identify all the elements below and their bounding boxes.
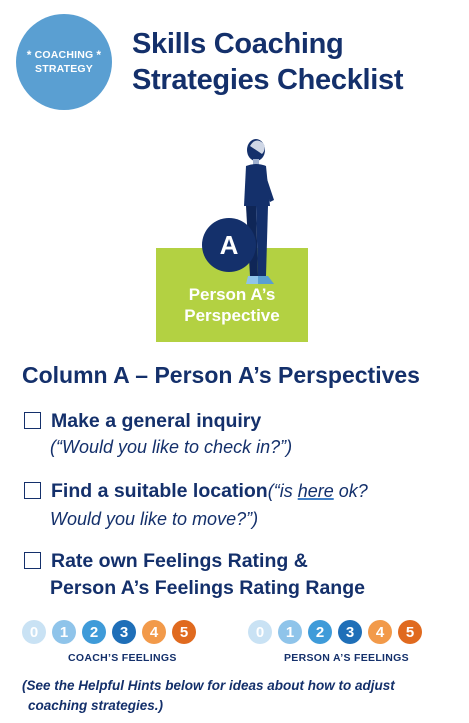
item-example-here: here bbox=[297, 481, 334, 501]
note-line-2: coaching strategies.) bbox=[28, 698, 164, 713]
column-heading: Column A – Person A’s Perspectives bbox=[22, 362, 420, 388]
item-title-line-2: Person A’s Feelings Rating Range bbox=[50, 577, 365, 599]
rating-4: 4 bbox=[368, 620, 392, 644]
perspective-label-line-2: Perspective bbox=[184, 306, 280, 325]
item-example-start: (“is bbox=[267, 481, 298, 501]
badge-line-2: STRATEGY bbox=[35, 63, 93, 75]
person-a-feelings-label: PERSON A’S FEELINGS bbox=[284, 652, 409, 664]
helpful-hints-note: (See the Helpful Hints below for ideas a… bbox=[22, 676, 442, 716]
rating-4: 4 bbox=[142, 620, 166, 644]
item-title: Make a general inquiry bbox=[51, 410, 262, 432]
title-line-1: Skills Coaching bbox=[132, 28, 344, 60]
checkbox[interactable] bbox=[24, 412, 41, 429]
note-line-1: (See the Helpful Hints below for ideas a… bbox=[22, 678, 395, 693]
item-example-line-2: Would you like to move?”) bbox=[50, 509, 259, 529]
person-a-feelings-scale: 0 1 2 3 4 5 bbox=[248, 620, 422, 644]
item-title: Find a suitable location bbox=[51, 480, 268, 502]
coaching-strategy-badge: * COACHING * STRATEGY bbox=[16, 14, 112, 110]
checklist-item-rate-feelings: Rate own Feelings Rating & Person A’s Fe… bbox=[24, 550, 365, 600]
perspective-label-line-1: Person A’s bbox=[188, 285, 276, 304]
asterisk-icon: * bbox=[26, 48, 32, 62]
rating-1: 1 bbox=[52, 620, 76, 644]
item-example-end: ok? bbox=[333, 481, 368, 501]
badge-line-1: COACHING bbox=[34, 49, 94, 61]
rating-0: 0 bbox=[22, 620, 46, 644]
item-title-line-1: Rate own Feelings Rating & bbox=[51, 550, 308, 572]
checkbox[interactable] bbox=[24, 482, 41, 499]
rating-3: 3 bbox=[338, 620, 362, 644]
item-example: (“Would you like to check in?”) bbox=[50, 437, 293, 457]
rating-2: 2 bbox=[308, 620, 332, 644]
person-a-letter-circle: A bbox=[202, 218, 256, 272]
checkbox[interactable] bbox=[24, 552, 41, 569]
rating-3: 3 bbox=[112, 620, 136, 644]
rating-0: 0 bbox=[248, 620, 272, 644]
person-a-illustration: A Person A’s Perspective bbox=[156, 136, 310, 342]
asterisk-icon: * bbox=[96, 48, 102, 62]
page-title: Skills Coaching Strategies Checklist bbox=[132, 26, 404, 98]
checklist-item-suitable-location: Find a suitable location(“is here ok? Wo… bbox=[24, 480, 368, 530]
checklist-item-general-inquiry: Make a general inquiry (“Would you like … bbox=[24, 410, 292, 458]
coach-feelings-scale: 0 1 2 3 4 5 bbox=[22, 620, 196, 644]
perspective-label: Person A’s Perspective bbox=[156, 284, 308, 326]
rating-2: 2 bbox=[82, 620, 106, 644]
coach-feelings-label: COACH’S FEELINGS bbox=[68, 652, 177, 664]
rating-1: 1 bbox=[278, 620, 302, 644]
rating-5: 5 bbox=[398, 620, 422, 644]
title-line-2: Strategies Checklist bbox=[132, 64, 404, 96]
rating-5: 5 bbox=[172, 620, 196, 644]
